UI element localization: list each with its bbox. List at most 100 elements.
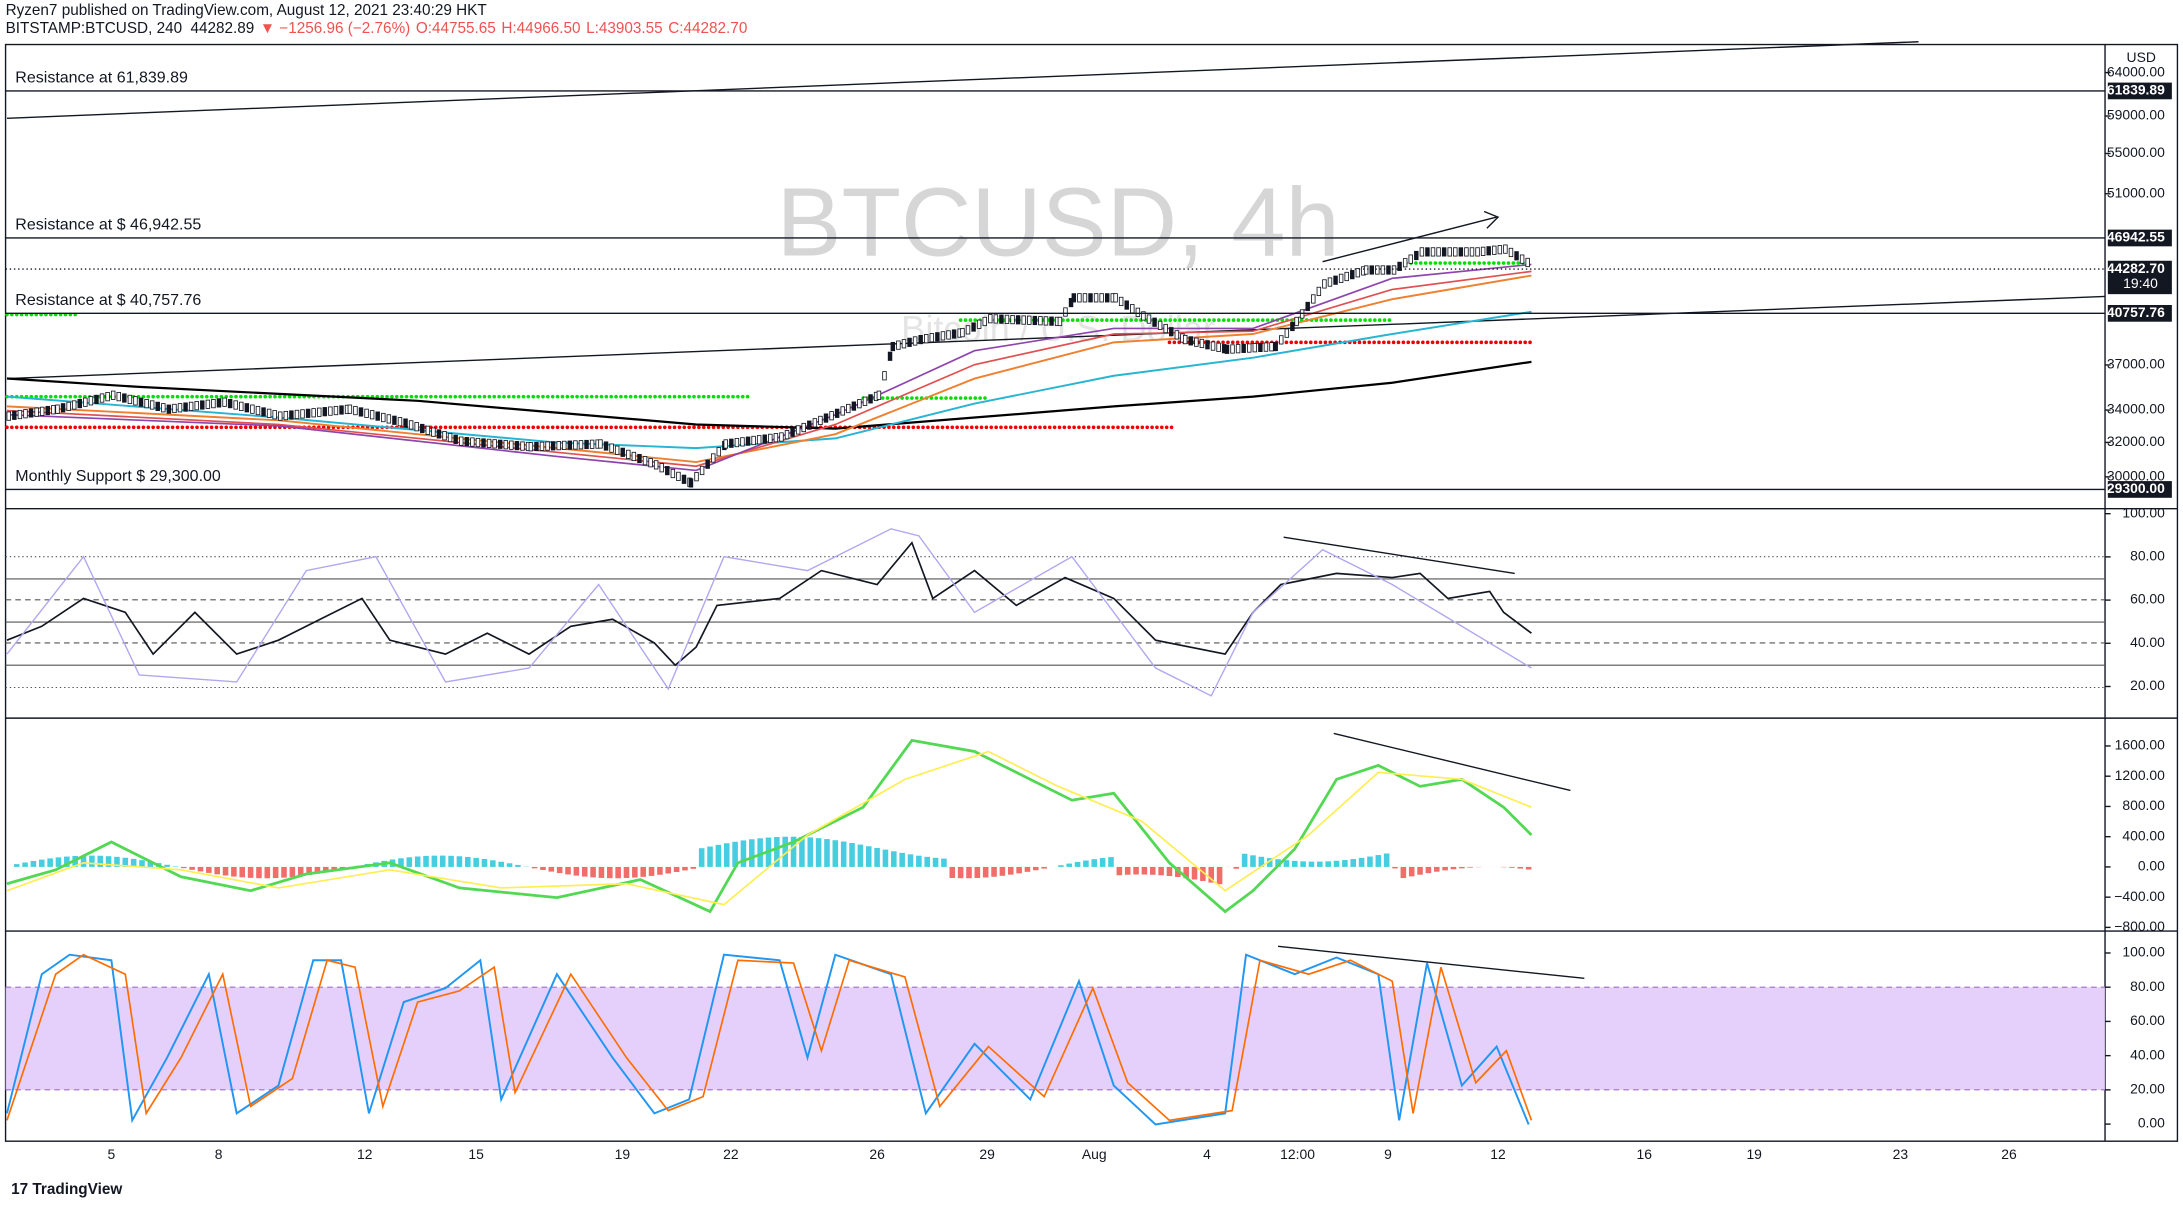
dot (1457, 261, 1462, 265)
dot (555, 425, 560, 430)
candle (1113, 293, 1118, 303)
dot (438, 425, 443, 430)
dot (1212, 318, 1216, 322)
dot (1438, 261, 1443, 265)
dot (1343, 318, 1348, 322)
dot (1387, 318, 1392, 322)
x-tick-label: 19 (1746, 1146, 1762, 1162)
histogram-bar (857, 844, 864, 867)
candle (1369, 265, 1374, 275)
candle (1453, 247, 1458, 257)
histogram-bar (757, 838, 763, 867)
dot (633, 394, 638, 399)
candle (598, 439, 603, 449)
dot (609, 394, 613, 399)
dot (711, 394, 716, 399)
histogram-bar (247, 866, 254, 878)
dot (492, 425, 497, 430)
y-tick-label: 80.00 (2130, 978, 2165, 994)
dot (1129, 318, 1133, 322)
histogram-bar (1191, 866, 1198, 880)
candle (929, 333, 935, 343)
y-tick-label: 1600.00 (2115, 737, 2166, 753)
dot (497, 394, 501, 399)
dot (604, 394, 609, 399)
histogram-bar (515, 864, 521, 867)
histogram-bar (982, 866, 989, 878)
dot (170, 425, 175, 430)
candle (514, 441, 520, 451)
dot (585, 394, 589, 399)
dot (1125, 425, 1130, 430)
dot (1221, 340, 1225, 345)
candle (1464, 247, 1469, 257)
dot (968, 396, 973, 400)
histogram-bar (648, 866, 655, 876)
dot (161, 425, 165, 430)
dot (1028, 425, 1033, 430)
dot (979, 425, 984, 430)
candle (1519, 254, 1525, 264)
candle (1375, 265, 1380, 275)
dot (1177, 340, 1182, 345)
candle (358, 407, 364, 417)
candle (573, 440, 578, 450)
dot (209, 394, 214, 399)
candle (745, 436, 751, 446)
dot (658, 394, 662, 399)
candle (935, 332, 940, 342)
candle (1273, 341, 1278, 352)
candle (578, 440, 584, 450)
histogram-bar (164, 864, 170, 867)
dot (648, 425, 652, 430)
candle (1486, 246, 1491, 256)
candle (840, 406, 845, 416)
candle (105, 392, 110, 402)
candle (999, 314, 1004, 324)
candle (1305, 301, 1310, 312)
histogram-bar (874, 847, 880, 867)
candle (88, 396, 94, 406)
candle (924, 334, 929, 344)
dot (677, 425, 682, 430)
dot (968, 318, 973, 322)
candle (397, 417, 403, 427)
dot (1440, 340, 1445, 345)
dot (546, 394, 550, 399)
dot (628, 425, 633, 430)
histogram-bar (1350, 859, 1357, 867)
dot (200, 425, 204, 430)
dot (1518, 340, 1523, 345)
y-tick-label: 64000.00 (2107, 63, 2165, 79)
candle (829, 411, 834, 421)
dot (448, 425, 453, 430)
histogram-bar (849, 843, 855, 867)
histogram-bar (1074, 861, 1081, 867)
dot (1066, 318, 1070, 322)
candle (756, 435, 762, 445)
dot (706, 394, 711, 399)
dot (278, 394, 282, 399)
histogram-bar (206, 866, 212, 873)
logo-mark: 17 (11, 1181, 32, 1198)
watermark: BTCUSD, 4h (777, 167, 1340, 276)
histogram-bar (673, 866, 680, 873)
histogram-bar (999, 866, 1006, 876)
dot (49, 425, 53, 430)
x-tick-label: 22 (723, 1146, 739, 1162)
candle (317, 407, 322, 417)
arrow (1333, 732, 1571, 792)
histogram-bar (80, 855, 87, 867)
candle (1068, 297, 1074, 308)
candle (23, 409, 28, 419)
dot (619, 394, 623, 399)
candle (862, 396, 868, 406)
dot (224, 394, 229, 399)
candle (481, 438, 486, 448)
dot (263, 425, 268, 430)
dot (219, 394, 224, 399)
candle (1269, 342, 1274, 352)
dot (1523, 340, 1527, 345)
level-label: 40757.76 (2107, 304, 2165, 320)
candle (1224, 344, 1230, 354)
